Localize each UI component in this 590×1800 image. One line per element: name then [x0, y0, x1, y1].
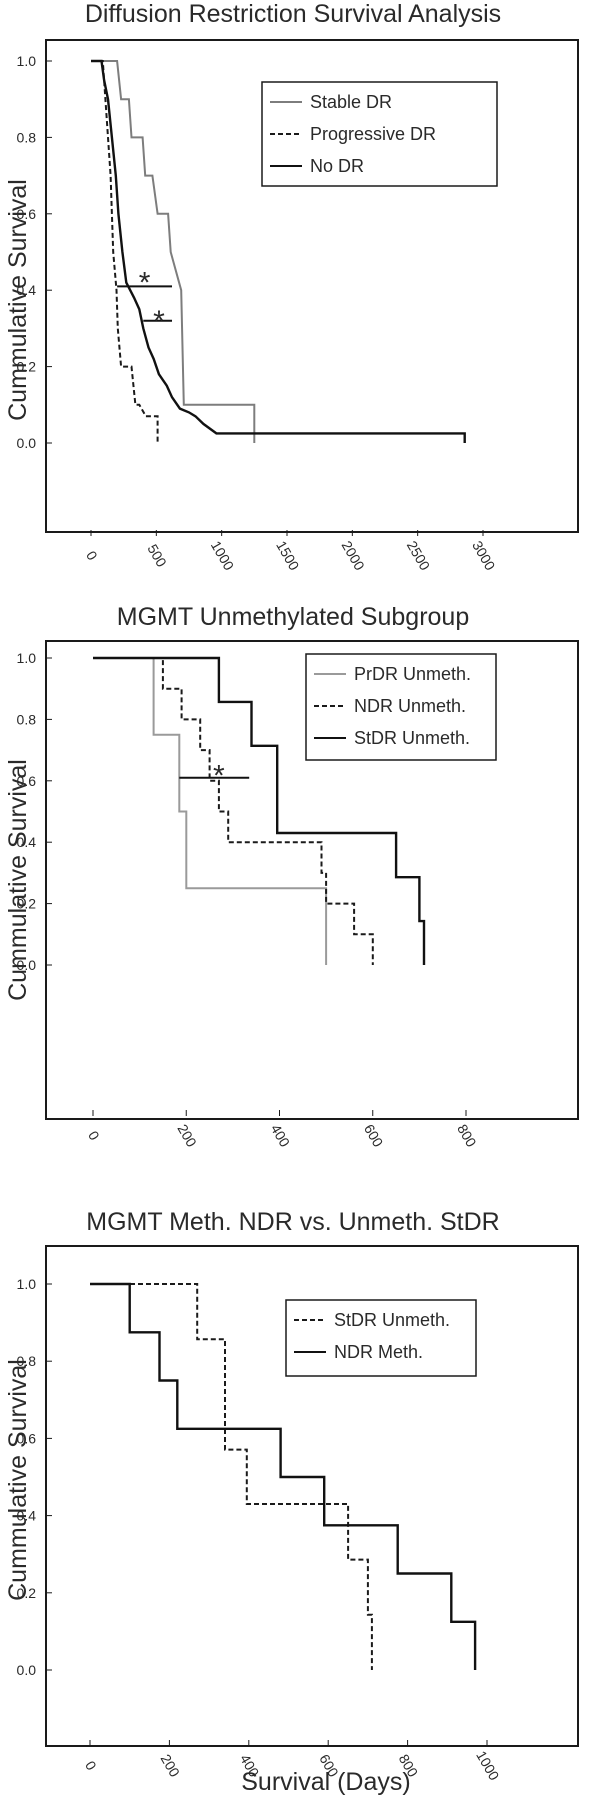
x-tick-label: 0 [83, 548, 101, 563]
significance-star: * [213, 760, 225, 793]
y-tick-label: 0.4 [17, 834, 37, 850]
legend-label: Progressive DR [310, 124, 436, 144]
x-tick-label: 800 [454, 1121, 480, 1149]
y-tick-label: 0.6 [17, 206, 37, 222]
panel-diffusion-restriction: Diffusion Restriction Survival Analysis … [4, 0, 579, 573]
y-tick-label: 0.2 [17, 896, 37, 912]
legend-label: NDR Unmeth. [354, 696, 466, 716]
legend-label: StDR Unmeth. [334, 1310, 450, 1330]
y-tick-label: 0.8 [17, 1353, 37, 1369]
legend: StDR Unmeth. NDR Meth. [285, 1299, 477, 1377]
series-line-prdr-unmeth- [93, 657, 328, 965]
panel-mgmt-unmethylated: MGMT Unmethylated Subgroup Cummulative S… [4, 603, 579, 1150]
significance-star: * [139, 267, 151, 300]
plot-frame [45, 640, 579, 1120]
y-tick-label: 0.8 [17, 129, 37, 145]
y-tick-label: 0.6 [17, 773, 37, 789]
legend-label: No DR [310, 156, 364, 176]
annotation-group: ** [117, 267, 173, 338]
x-tick-label: 2500 [404, 538, 434, 573]
legend-box [305, 653, 497, 761]
legend-label: NDR Meth. [334, 1342, 423, 1362]
series-line-ndr-unmeth- [93, 657, 374, 965]
legend-box [261, 81, 498, 187]
x-tick-label: 200 [157, 1751, 183, 1779]
panel-title: MGMT Meth. NDR vs. Unmeth. StDR [86, 1208, 500, 1236]
y-tick-label: 0.2 [17, 359, 37, 375]
legend-label: PrDR Unmeth. [354, 664, 471, 684]
x-tick-label: 1000 [208, 538, 238, 573]
y-tick-label: 0.6 [17, 1430, 37, 1446]
series-group [91, 59, 466, 443]
y-axis-label: Cummulative Survival [4, 1359, 32, 1601]
x-tick-label: 0 [85, 1128, 103, 1143]
legend: Stable DR Progressive DR No DR [261, 81, 498, 187]
x-tick-label: 200 [174, 1121, 200, 1149]
x-tick-label: 500 [144, 541, 170, 569]
annotation-group: * [179, 760, 250, 793]
x-tick-label: 1000 [473, 1748, 503, 1783]
x-tick-label: 3000 [469, 538, 499, 573]
y-tick-label: 0.0 [17, 957, 37, 973]
y-tick-label: 0.4 [17, 282, 37, 298]
series-line-ndr-meth- [90, 1282, 477, 1670]
y-tick-label: 0.0 [17, 435, 37, 451]
x-axis-label: Survival (Days) [241, 1768, 410, 1796]
series-group [93, 656, 426, 965]
plot-frame [45, 1245, 579, 1747]
legend-label: Stable DR [310, 92, 392, 112]
y-tick-label: 1.0 [17, 1276, 37, 1292]
legend: PrDR Unmeth. NDR Unmeth. StDR Unmeth. [305, 653, 497, 761]
y-axis-label: Cummulative Survival [4, 179, 32, 421]
x-tick-label: 600 [361, 1121, 387, 1149]
y-tick-label: 0.4 [17, 1508, 37, 1524]
y-axis-label: Cummulative Survival [4, 759, 32, 1001]
y-tick-label: 1.0 [17, 650, 37, 666]
x-tick-label: 2000 [338, 538, 368, 573]
y-tick-label: 0.0 [17, 1662, 37, 1678]
panel-title: Diffusion Restriction Survival Analysis [85, 0, 501, 28]
x-tick-label: 1500 [273, 538, 303, 573]
series-line-progressive-dr [91, 60, 159, 443]
panel-mgmt-meth-vs-unmeth: MGMT Meth. NDR vs. Unmeth. StDR Cummulat… [4, 1208, 579, 1796]
y-tick-label: 1.0 [17, 53, 37, 69]
y-tick-label: 0.8 [17, 711, 37, 727]
panel-title: MGMT Unmethylated Subgroup [117, 603, 469, 631]
x-tick-label: 0 [82, 1758, 100, 1773]
series-line-stable-dr [91, 60, 256, 443]
plot-frame [45, 39, 579, 533]
legend-label: StDR Unmeth. [354, 728, 470, 748]
y-tick-label: 0.2 [17, 1585, 37, 1601]
legend-box [285, 1299, 477, 1377]
series-line-stdr-unmeth- [93, 656, 426, 965]
series-line-stdr-unmeth- [90, 1283, 373, 1670]
x-tick-label: 400 [268, 1121, 294, 1149]
series-line-no-dr [91, 59, 466, 443]
series-group [90, 1282, 477, 1670]
significance-star: * [153, 305, 165, 338]
